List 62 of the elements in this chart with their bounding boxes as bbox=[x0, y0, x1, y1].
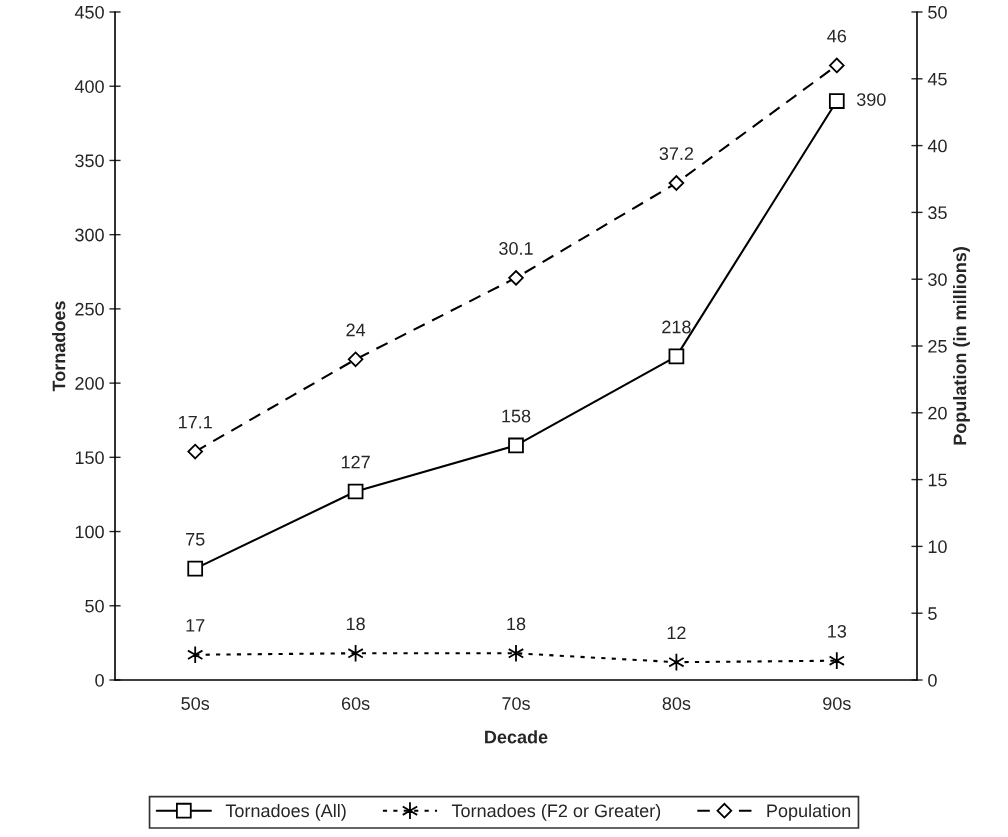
x-tick-label: 80s bbox=[662, 697, 691, 710]
point bbox=[668, 348, 685, 365]
point bbox=[828, 651, 845, 670]
y2-tick-label: 5 bbox=[928, 607, 937, 620]
point bbox=[668, 652, 685, 672]
data-label: 390 bbox=[856, 93, 886, 106]
y-tick-label: 450 bbox=[74, 5, 104, 19]
x-tick-label: 60s bbox=[341, 697, 370, 710]
point bbox=[187, 560, 204, 577]
point bbox=[187, 645, 204, 665]
x-tick-label: 90s bbox=[823, 697, 851, 710]
point bbox=[668, 175, 685, 191]
y2-tick-label: 15 bbox=[928, 473, 947, 487]
data-label: 18 bbox=[507, 617, 526, 631]
y-tick-label: 200 bbox=[75, 377, 104, 390]
data-label: 18 bbox=[346, 617, 365, 631]
point bbox=[347, 351, 364, 368]
y-tick-label: 300 bbox=[75, 228, 104, 242]
point bbox=[508, 270, 524, 286]
y-tick-label: 0 bbox=[95, 673, 104, 687]
y-tick-label: 100 bbox=[75, 525, 104, 539]
y-tick-label: 250 bbox=[75, 302, 104, 316]
y-tick-label: 50 bbox=[85, 599, 104, 613]
data-label: 127 bbox=[341, 455, 370, 469]
data-label: 12 bbox=[667, 626, 686, 639]
y2-tick-label: 40 bbox=[927, 139, 947, 153]
x-tick-label: 70s bbox=[502, 697, 530, 710]
point bbox=[187, 443, 203, 460]
y-axis-title: Tornadoes bbox=[52, 301, 66, 392]
point bbox=[508, 437, 524, 454]
point bbox=[347, 483, 364, 500]
y2-axis-title: Population (in millions) bbox=[953, 247, 970, 445]
x-axis-title: Decade bbox=[485, 730, 548, 744]
data-label: 218 bbox=[662, 320, 691, 334]
y-tick-label: 150 bbox=[75, 451, 104, 465]
data-label: 37.2 bbox=[659, 147, 694, 160]
data-label: 46 bbox=[827, 29, 847, 43]
y2-tick-label: 25 bbox=[928, 339, 947, 353]
data-label: 13 bbox=[828, 624, 847, 638]
legend-label: Population bbox=[767, 803, 851, 821]
data-label: 17.1 bbox=[179, 415, 212, 429]
data-label: 75 bbox=[186, 533, 205, 546]
y2-tick-label: 50 bbox=[928, 5, 947, 19]
y2-tick-label: 0 bbox=[928, 673, 937, 687]
y2-tick-label: 10 bbox=[928, 540, 947, 554]
y2-tick-label: 35 bbox=[928, 206, 947, 220]
point bbox=[828, 93, 845, 109]
point bbox=[829, 57, 845, 74]
y2-tick-label: 30 bbox=[928, 273, 947, 286]
point bbox=[507, 644, 525, 663]
point bbox=[347, 644, 364, 663]
data-label: 30.1 bbox=[499, 242, 533, 255]
data-label: 17 bbox=[186, 619, 205, 632]
legend-label: Tornadoes (F2 or Greater) bbox=[451, 803, 661, 821]
y-tick-label: 400 bbox=[74, 80, 104, 93]
legend-label: Tornadoes (All) bbox=[225, 803, 346, 821]
x-tick-label: 50s bbox=[181, 697, 210, 710]
data-label: 158 bbox=[502, 409, 531, 423]
y-tick-label: 350 bbox=[75, 154, 104, 168]
y2-tick-label: 45 bbox=[927, 72, 947, 86]
y2-tick-label: 20 bbox=[928, 406, 947, 420]
data-label: 24 bbox=[346, 323, 366, 337]
